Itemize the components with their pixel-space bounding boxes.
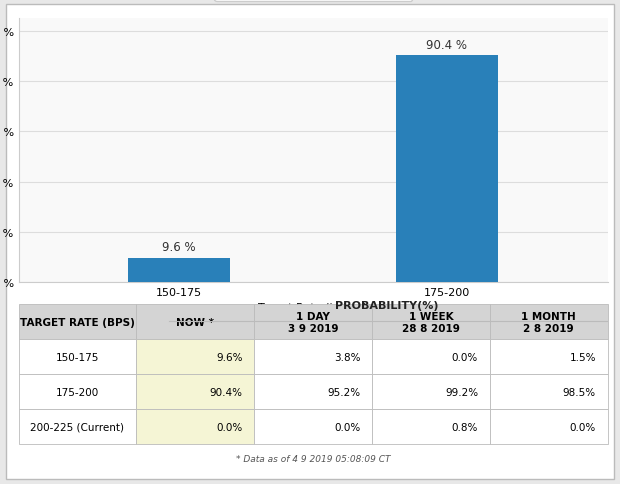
Bar	[396, 56, 498, 283]
Text: * Data as of 4 9 2019 05:08:09 CT: * Data as of 4 9 2019 05:08:09 CT	[236, 454, 391, 463]
Text: 90.4 %: 90.4 %	[427, 38, 467, 51]
Bar	[128, 258, 230, 283]
Text: PROBABILITY(%): PROBABILITY(%)	[335, 300, 438, 310]
Legend: Current Target Rate of 200-225: Current Target Rate of 200-225	[215, 0, 412, 2]
Text: 9.6 %: 9.6 %	[162, 241, 196, 254]
X-axis label: Target Rate (in bps): Target Rate (in bps)	[259, 303, 368, 313]
